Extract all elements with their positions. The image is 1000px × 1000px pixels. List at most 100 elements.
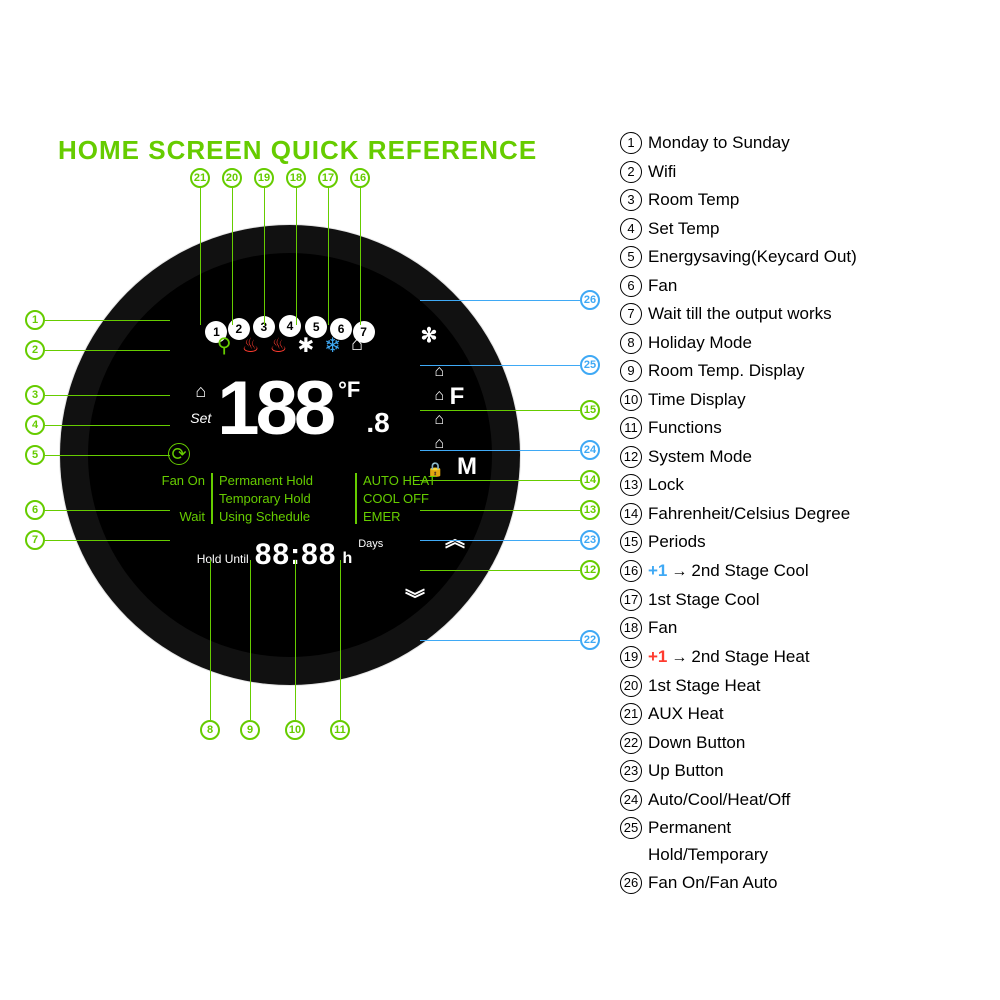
legend-number: 24 [620,789,642,811]
wifi-icon: ⚲ [217,333,232,358]
leader-line [420,570,580,571]
callout-marker: 25 [580,355,600,375]
leader-line [296,188,297,325]
callout-marker: 2 [25,340,45,360]
legend-row: 25 Permanent [620,815,980,841]
period-home-icon: ⌂ [434,411,444,429]
legend-row: 23Up Button [620,758,980,784]
callout-marker: 10 [285,720,305,740]
legend-text: Holiday Mode [648,330,980,356]
leader-line [210,560,211,720]
big-temp-value: 188 [217,371,332,447]
set-temp-label: Set [190,410,211,426]
legend-text: Permanent [648,815,980,841]
legend-text: Fan [648,273,980,299]
permanent-hold-label: Permanent Hold [219,473,349,488]
legend-number: 3 [620,189,642,211]
legend-number: 10 [620,389,642,411]
status-sep-2 [355,473,357,524]
legend-text: +1→2nd Stage Heat [648,644,980,670]
callout-marker: 8 [200,720,220,740]
legend-number: 8 [620,332,642,354]
leader-line [420,510,580,511]
temporary-hold-label: Temporary Hold [219,491,349,506]
callout-marker: 16 [350,168,370,188]
function-button[interactable]: F [442,383,472,411]
legend-number: 18 [620,617,642,639]
blank-label [127,491,205,506]
leader-line [200,188,201,325]
callout-marker: 24 [580,440,600,460]
page-title: HOME SCREEN QUICK REFERENCE [58,135,537,166]
heat-icon: ♨ [270,333,288,358]
legend-number: 15 [620,531,642,553]
legend-row: 18 Fan [620,615,980,641]
legend-row: 15 Periods [620,529,980,555]
leader-line [420,410,580,411]
fan-on-label: Fan On [127,473,205,488]
legend-text: 1st Stage Heat [648,673,980,699]
cool-off-label: COOL OFF [363,491,453,506]
legend-text: System Mode [648,444,980,470]
legend-text: Room Temp. Display [648,358,980,384]
legend-list: 1Monday to Sunday2Wifi3Room Temp4Set Tem… [620,130,980,899]
legend-text: Fan [648,615,980,641]
legend-number: 16 [620,560,642,582]
legend-row: 16 +1→2nd Stage Cool [620,558,980,584]
callout-marker: 6 [25,500,45,520]
legend-text: Periods [648,529,980,555]
legend-row: 26Fan On/Fan Auto [620,870,980,896]
up-button[interactable]: ︽ [440,523,470,552]
legend-text: Set Temp [648,216,980,242]
legend-row: 11Functions [620,415,980,441]
leader-line [250,560,251,720]
legend-text: AUX Heat [648,701,980,727]
fan-icon: ✱ [297,333,314,358]
legend-number: 13 [620,474,642,496]
legend-number: 5 [620,246,642,268]
leader-line [45,395,170,396]
callout-marker: 26 [580,290,600,310]
cool-icon: ❄ [324,333,341,358]
legend-number: 22 [620,732,642,754]
legend-row: 8 Holiday Mode [620,330,980,356]
legend-number: 11 [620,417,642,439]
periods-column: ⌂ ⌂ ⌂ ⌂ 🔒 [427,363,444,478]
callout-marker: 7 [25,530,45,550]
legend-number: 9 [620,360,642,382]
legend-row: 10 Time Display [620,387,980,413]
legend-number: 21 [620,703,642,725]
legend-number: 4 [620,218,642,240]
legend-text: Energysaving(Keycard Out) [648,244,980,270]
leader-line [45,510,170,511]
callout-marker: 18 [286,168,306,188]
legend-text: Down Button [648,730,980,756]
legend-text: Wait till the output works [648,301,980,327]
down-button[interactable]: ︾ [400,583,430,612]
legend-row: 171st Stage Cool [620,587,980,613]
fan-button[interactable]: ✻ [414,323,444,348]
legend-text-cont: Hold/Temporary [620,842,980,868]
legend-row: 12System Mode [620,444,980,470]
leader-line [420,300,580,301]
callout-marker: 17 [318,168,338,188]
callout-marker: 12 [580,560,600,580]
mode-button[interactable]: M [452,453,482,481]
legend-text: Auto/Cool/Heat/Off [648,787,980,813]
temp-unit: °F [338,371,360,403]
legend-number: 19 [620,646,642,668]
status-sep-1 [211,473,213,524]
leader-line [45,540,170,541]
leader-line [420,450,580,451]
legend-text: Time Display [648,387,980,413]
callout-marker: 23 [580,530,600,550]
legend-number: 2 [620,161,642,183]
legend-row: 22 Down Button [620,730,980,756]
using-schedule-label: Using Schedule [219,509,349,524]
callout-marker: 3 [25,385,45,405]
callout-marker: 19 [254,168,274,188]
hold-until-label: Hold Until [197,552,249,572]
legend-text: +1→2nd Stage Cool [648,558,980,584]
legend-number: 25 [620,817,642,839]
wait-label: Wait [127,509,205,524]
